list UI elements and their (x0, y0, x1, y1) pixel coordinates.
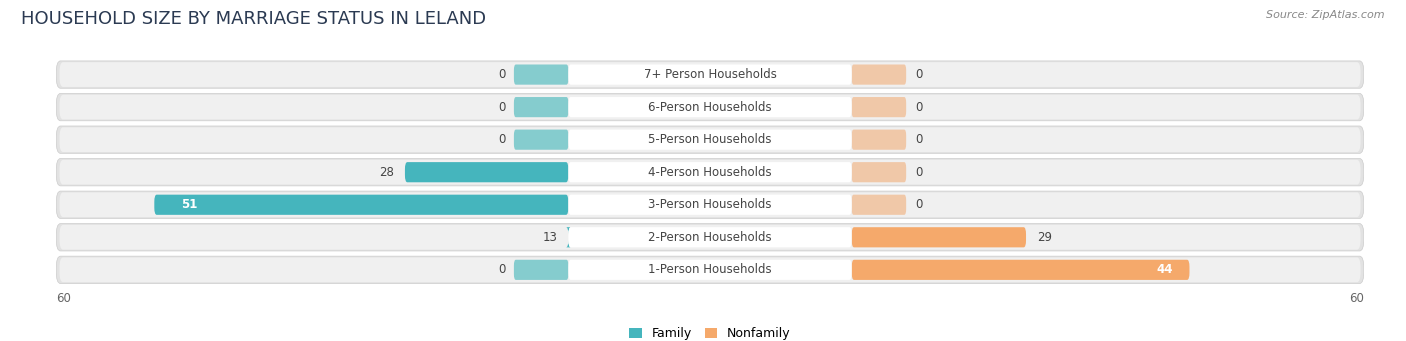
FancyBboxPatch shape (155, 195, 568, 215)
Text: Source: ZipAtlas.com: Source: ZipAtlas.com (1267, 10, 1385, 20)
Text: 60: 60 (1348, 292, 1364, 305)
Text: 7+ Person Households: 7+ Person Households (644, 68, 776, 81)
FancyBboxPatch shape (852, 97, 905, 117)
Text: 0: 0 (498, 263, 505, 276)
FancyBboxPatch shape (568, 97, 852, 117)
Text: 0: 0 (915, 198, 922, 211)
Text: HOUSEHOLD SIZE BY MARRIAGE STATUS IN LELAND: HOUSEHOLD SIZE BY MARRIAGE STATUS IN LEL… (21, 10, 486, 28)
Text: 60: 60 (56, 292, 72, 305)
FancyBboxPatch shape (59, 225, 1361, 250)
FancyBboxPatch shape (568, 64, 852, 85)
FancyBboxPatch shape (852, 64, 905, 85)
FancyBboxPatch shape (56, 93, 1364, 121)
FancyBboxPatch shape (56, 61, 1364, 88)
FancyBboxPatch shape (852, 162, 905, 182)
Text: 0: 0 (915, 68, 922, 81)
Text: 5-Person Households: 5-Person Households (648, 133, 772, 146)
Text: 4-Person Households: 4-Person Households (648, 166, 772, 179)
FancyBboxPatch shape (515, 130, 568, 150)
FancyBboxPatch shape (852, 130, 905, 150)
Text: 13: 13 (543, 231, 558, 244)
FancyBboxPatch shape (59, 127, 1361, 152)
Text: 44: 44 (1157, 263, 1173, 276)
FancyBboxPatch shape (568, 227, 852, 247)
Text: 51: 51 (181, 198, 198, 211)
Text: 0: 0 (915, 133, 922, 146)
Text: 29: 29 (1038, 231, 1052, 244)
Text: 0: 0 (915, 101, 922, 114)
FancyBboxPatch shape (515, 260, 568, 280)
FancyBboxPatch shape (852, 260, 1189, 280)
Text: 0: 0 (498, 68, 505, 81)
FancyBboxPatch shape (59, 62, 1361, 87)
FancyBboxPatch shape (59, 95, 1361, 119)
Text: 0: 0 (498, 133, 505, 146)
FancyBboxPatch shape (56, 256, 1364, 283)
FancyBboxPatch shape (568, 162, 852, 182)
FancyBboxPatch shape (56, 159, 1364, 186)
FancyBboxPatch shape (59, 160, 1361, 184)
Text: 3-Person Households: 3-Person Households (648, 198, 772, 211)
Text: 6-Person Households: 6-Person Households (648, 101, 772, 114)
FancyBboxPatch shape (567, 227, 571, 247)
FancyBboxPatch shape (515, 64, 568, 85)
Text: 1-Person Households: 1-Person Households (648, 263, 772, 276)
Text: 0: 0 (498, 101, 505, 114)
Text: 28: 28 (380, 166, 394, 179)
FancyBboxPatch shape (852, 227, 1026, 247)
FancyBboxPatch shape (405, 162, 568, 182)
FancyBboxPatch shape (59, 192, 1361, 217)
FancyBboxPatch shape (568, 130, 852, 150)
FancyBboxPatch shape (56, 224, 1364, 251)
FancyBboxPatch shape (56, 191, 1364, 219)
FancyBboxPatch shape (568, 260, 852, 280)
FancyBboxPatch shape (852, 195, 905, 215)
Text: 2-Person Households: 2-Person Households (648, 231, 772, 244)
FancyBboxPatch shape (59, 257, 1361, 282)
FancyBboxPatch shape (568, 195, 852, 215)
Legend: Family, Nonfamily: Family, Nonfamily (630, 327, 790, 340)
FancyBboxPatch shape (515, 97, 568, 117)
FancyBboxPatch shape (56, 126, 1364, 153)
Text: 0: 0 (915, 166, 922, 179)
